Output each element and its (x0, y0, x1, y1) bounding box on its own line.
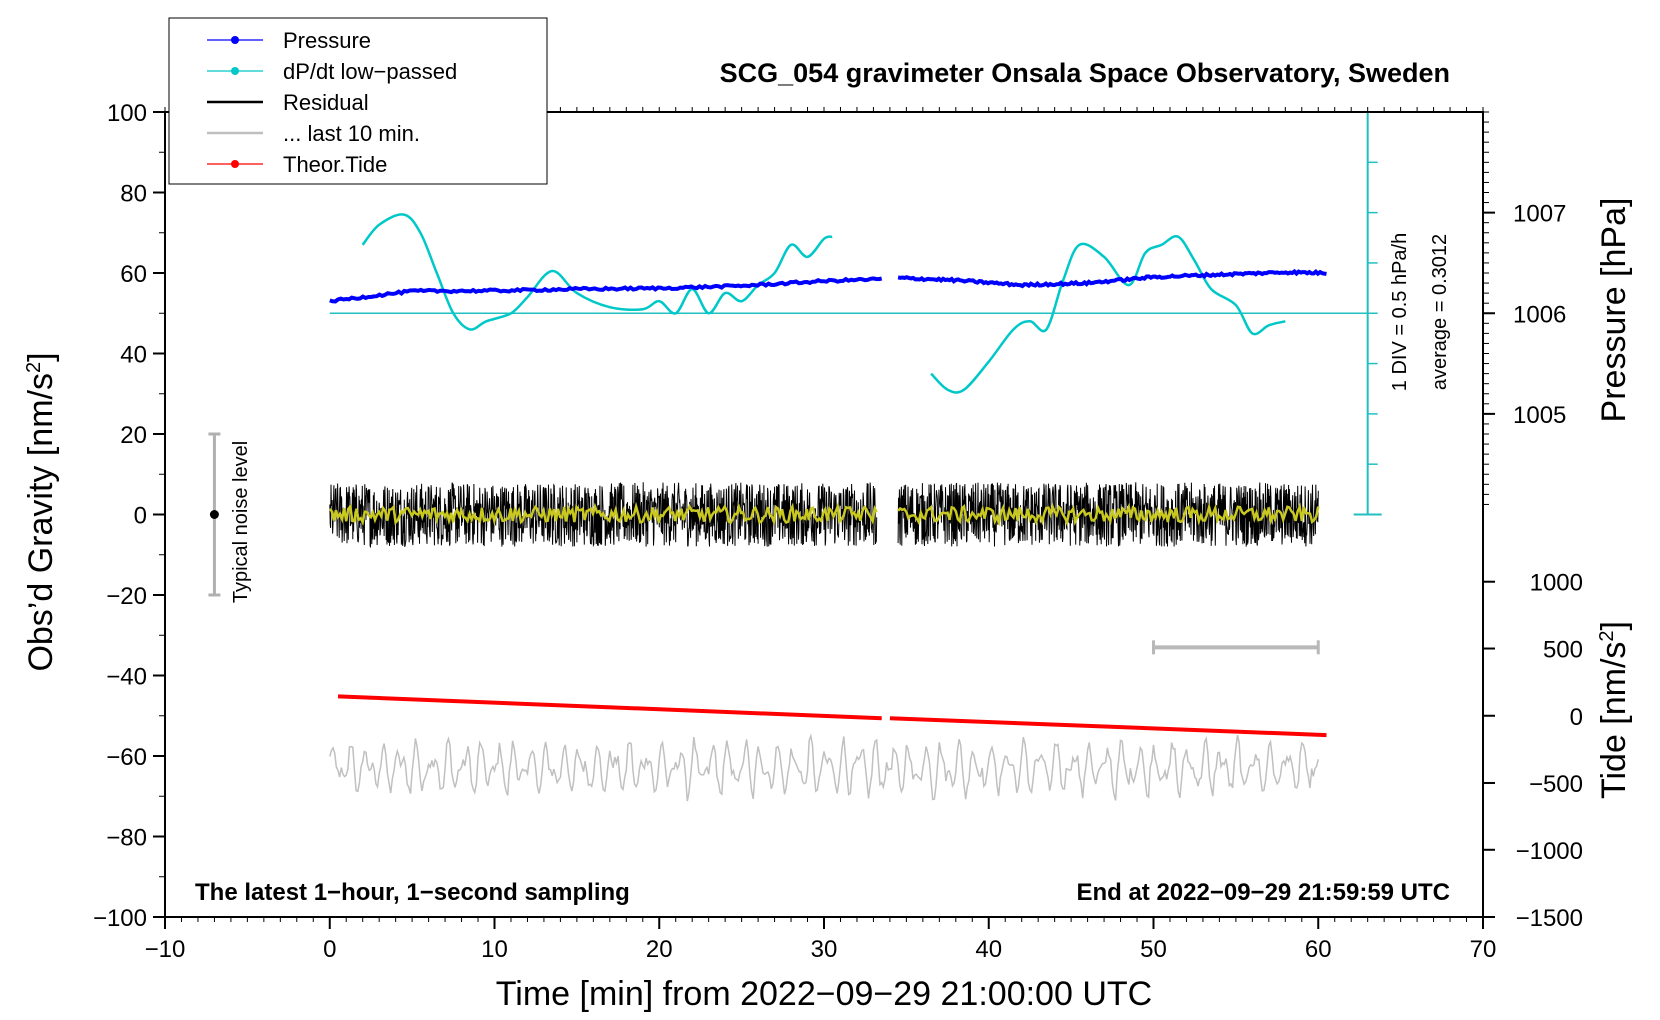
y-tick-label: −80 (106, 825, 147, 852)
x-tick-label: 30 (811, 936, 838, 963)
axis-ticks: −10 0 10 20 30 40 50 60 70−100−80−60−40−20020406… (93, 100, 1583, 963)
tide-tick-label: −1000 (1516, 838, 1583, 865)
tide-tick-label: −500 (1529, 771, 1583, 798)
residual-smoothed-line (328, 501, 878, 527)
pressure-axis-title: Pressure [hPa] (1595, 198, 1633, 423)
x-tick-label: 10 (481, 936, 508, 963)
pressure-line (329, 276, 883, 304)
residual-smoothed-line (897, 502, 1320, 527)
tide-tick-label: 0 (1570, 704, 1583, 731)
tide-line (337, 694, 882, 721)
y-tick-label: −20 (106, 583, 147, 610)
data-series (208, 111, 1382, 802)
tide-tick-label: 500 (1543, 637, 1583, 664)
residual-line (897, 482, 1319, 547)
noise-level-label: Typical noise level (230, 441, 252, 603)
legend-label: Residual (283, 90, 369, 115)
legend-marker (231, 36, 239, 44)
y-tick-label: 60 (120, 261, 147, 288)
y-tick-label: −40 (106, 664, 147, 691)
dpdt-scale-label: 1 DIV = 0.5 hPa/h (1389, 233, 1411, 391)
pressure-tick-label: 1007 (1513, 201, 1566, 228)
dpdt-line (930, 235, 1286, 394)
note-right: End at 2022−09−29 21:59:59 UTC (1076, 879, 1450, 906)
y-tick-label: −100 (93, 905, 147, 932)
tide-tick-label: −1500 (1516, 905, 1583, 932)
x-tick-label: 0 (323, 936, 336, 963)
legend-label: ... last 10 min. (283, 121, 420, 146)
tide-axis-title: Tide [nm/s2] (1595, 621, 1633, 799)
x-tick-label: 40 (975, 936, 1002, 963)
dpdt-line (361, 213, 833, 331)
x-tick-label: −10 (145, 936, 186, 963)
y-tick-label: −60 (106, 744, 147, 771)
noise-bar-dot (209, 510, 219, 519)
legend-label: Theor.Tide (283, 152, 387, 177)
y-tick-label: 20 (120, 422, 147, 449)
legend-marker (231, 67, 239, 75)
x-axis-title: Time [min] from 2022−09−29 21:00:00 UTC (496, 975, 1152, 1013)
y-axis-title: Obs’d Gravity [nm/s2] (22, 352, 60, 671)
x-tick-label: 70 (1470, 936, 1497, 963)
tide-tick-label: 1000 (1530, 570, 1583, 597)
plot-frame (164, 111, 1484, 918)
chart-title: SCG_054 gravimeter Onsala Space Observat… (720, 58, 1450, 88)
legend: Pressure dP/dt low−passed Residual ... last… (168, 17, 548, 185)
pressure-tick-label: 1005 (1513, 402, 1566, 429)
x-tick-label: 60 (1305, 936, 1332, 963)
pressure-line (897, 268, 1327, 289)
x-tick-label: 50 (1140, 936, 1167, 963)
y-tick-label: 100 (107, 100, 147, 127)
x-tick-label: 20 (646, 936, 673, 963)
pressure-tick-label: 1006 (1513, 301, 1566, 328)
y-tick-label: 40 (120, 342, 147, 369)
last-10-min-line (329, 733, 1320, 802)
legend-label: dP/dt low−passed (283, 59, 457, 84)
legend-label: Pressure (283, 28, 371, 53)
y-tick-label: 0 (134, 503, 147, 530)
legend-marker (231, 160, 239, 168)
tide-line (889, 716, 1327, 738)
dpdt-average-label: average = 0.3012 (1429, 234, 1451, 390)
note-left: The latest 1−hour, 1−second sampling (195, 879, 630, 906)
legend-items: Pressure dP/dt low−passed Residual ... last… (207, 28, 457, 177)
y-tick-label: 80 (120, 181, 147, 208)
